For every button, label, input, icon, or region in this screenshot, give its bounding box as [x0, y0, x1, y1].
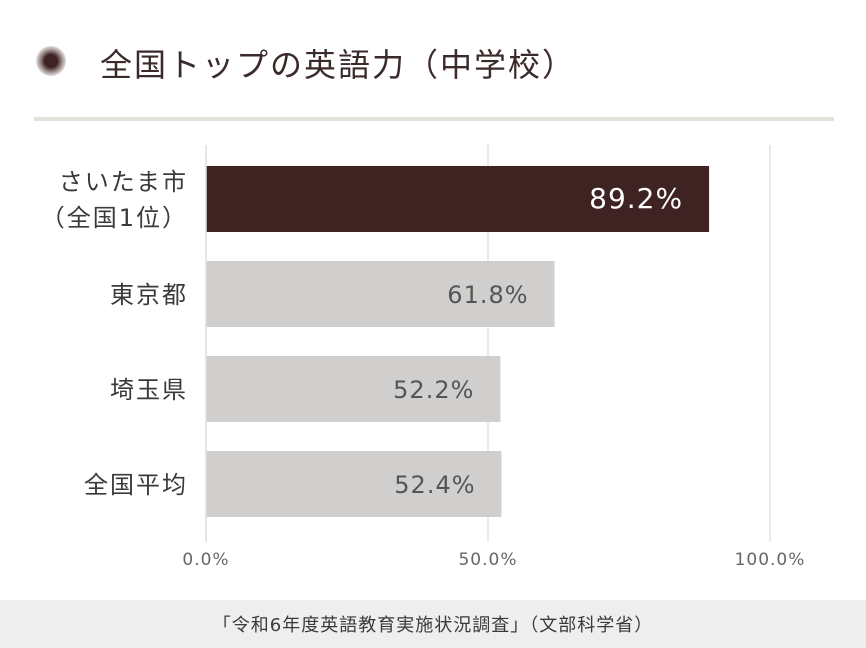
bar-value-label: 52.4%	[394, 471, 475, 499]
bar-value-label: 52.2%	[393, 376, 474, 404]
category-label: 埼玉県	[110, 376, 188, 404]
category-label: （全国1位）	[41, 204, 188, 232]
chart-title: 全国トップの英語力（中学校）	[100, 46, 577, 84]
bar-value-label: 89.2%	[589, 182, 683, 215]
category-label: 全国平均	[84, 471, 188, 499]
category-label: 東京都	[110, 281, 188, 309]
header-divider	[34, 117, 834, 121]
bullet-dot-icon	[36, 46, 66, 76]
bar-value-label: 61.8%	[447, 281, 528, 309]
x-tick-label: 0.0%	[182, 550, 229, 570]
bar	[206, 356, 501, 422]
x-tick-label: 100.0%	[735, 550, 806, 570]
x-tick-label: 50.0%	[458, 550, 517, 570]
bar	[206, 166, 710, 232]
chart-header: 全国トップの英語力（中学校）	[0, 0, 866, 121]
category-label: さいたま市	[59, 168, 188, 196]
bar-chart: 0.0% 50.0% 100.0% 89.2% さいたま市 （全国1位） 61.8% 東京都 5…	[41, 145, 806, 570]
bar	[206, 261, 555, 327]
source-text: 「令和6年度英語教育実施状況調査」（文部科学省）	[212, 615, 654, 636]
source-footer: 「令和6年度英語教育実施状況調査」（文部科学省）	[0, 600, 866, 648]
bar	[206, 451, 502, 517]
